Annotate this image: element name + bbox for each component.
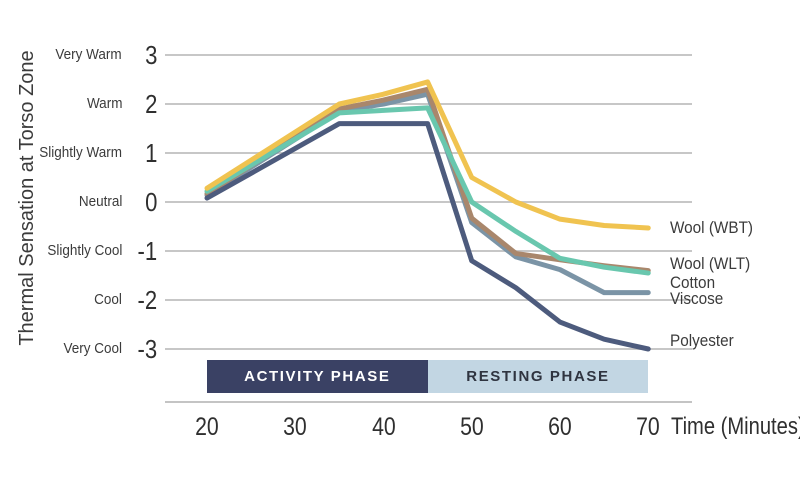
x-axis-title: Time (Minutes) xyxy=(671,413,800,440)
y-tick-value--1: -1 xyxy=(87,236,157,267)
y-tick-word-cool: Cool xyxy=(0,291,122,308)
y-tick-value-1: 1 xyxy=(87,138,157,169)
y-tick-value-text: 1 xyxy=(144,138,157,168)
y-tick-word-text: Cool xyxy=(94,291,122,308)
series-line-polyester xyxy=(204,121,651,352)
x-tick-text: 60 xyxy=(548,413,572,441)
x-tick-30: 30 xyxy=(260,413,330,442)
series-line-wool-wbt xyxy=(204,79,651,231)
x-tick-text: 70 xyxy=(636,413,661,441)
legend-label-text: Viscose xyxy=(670,289,724,308)
y-tick-word-slightly-warm: Slightly Warm xyxy=(0,144,122,161)
legend-label-cotton: Cotton xyxy=(670,274,720,291)
y-tick-word-very-warm: Very Warm xyxy=(0,46,122,63)
phase-bar-resting-phase: RESTING PHASE xyxy=(427,360,649,393)
x-tick-text: 30 xyxy=(283,413,308,441)
y-tick-value-text: -3 xyxy=(137,334,157,364)
y-tick-value-text: 2 xyxy=(144,89,157,119)
y-tick-value-text: -1 xyxy=(137,236,157,266)
legend-label-wool-wlt: Wool (WLT) xyxy=(670,255,759,272)
y-tick-value-text: 3 xyxy=(144,40,157,70)
legend-label-viscose: Viscose xyxy=(670,290,729,307)
y-tick-word-text: Warm xyxy=(86,95,122,112)
phase-bar-activity-phase: ACTIVITY PHASE xyxy=(207,360,428,393)
x-tick-60: 60 xyxy=(525,413,595,442)
legend-label-text: Polyester xyxy=(670,331,734,350)
legend-label-text: Wool (WLT) xyxy=(670,254,751,273)
y-tick-value-0: 0 xyxy=(87,187,157,218)
y-tick-word-text: Neutral xyxy=(78,193,122,210)
legend-label-text: Cotton xyxy=(670,273,716,292)
y-tick-word-warm: Warm xyxy=(0,95,122,112)
y-tick-word-slightly-cool: Slightly Cool xyxy=(0,242,122,259)
x-tick-70: 70 xyxy=(613,413,683,442)
y-tick-word-neutral: Neutral xyxy=(0,193,122,210)
y-tick-word-very-cool: Very Cool xyxy=(0,340,122,357)
y-tick-value-text: 0 xyxy=(144,187,157,217)
y-tick-word-text: Very Cool xyxy=(63,340,122,357)
legend-label-wool-wbt: Wool (WBT) xyxy=(670,219,762,236)
x-tick-text: 20 xyxy=(195,413,219,441)
x-tick-50: 50 xyxy=(437,413,507,442)
x-tick-40: 40 xyxy=(349,413,419,442)
y-tick-value-2: 2 xyxy=(87,89,157,120)
y-tick-word-text: Slightly Warm xyxy=(39,144,122,161)
legend-label-polyester: Polyester xyxy=(670,332,741,349)
series-line-wool-wlt xyxy=(204,105,651,276)
y-tick-value-text: -2 xyxy=(137,285,157,315)
x-tick-text: 40 xyxy=(371,413,396,441)
y-tick-value--2: -2 xyxy=(87,285,157,316)
y-tick-word-text: Slightly Cool xyxy=(46,242,122,259)
series-line-viscose xyxy=(204,91,651,296)
series-line-cotton xyxy=(204,86,651,274)
y-tick-value--3: -3 xyxy=(87,334,157,365)
y-tick-value-3: 3 xyxy=(87,40,157,71)
x-tick-text: 50 xyxy=(459,413,484,441)
legend-label-text: Wool (WBT) xyxy=(670,218,754,237)
y-tick-word-text: Very Warm xyxy=(55,46,122,63)
x-tick-20: 20 xyxy=(172,413,242,442)
